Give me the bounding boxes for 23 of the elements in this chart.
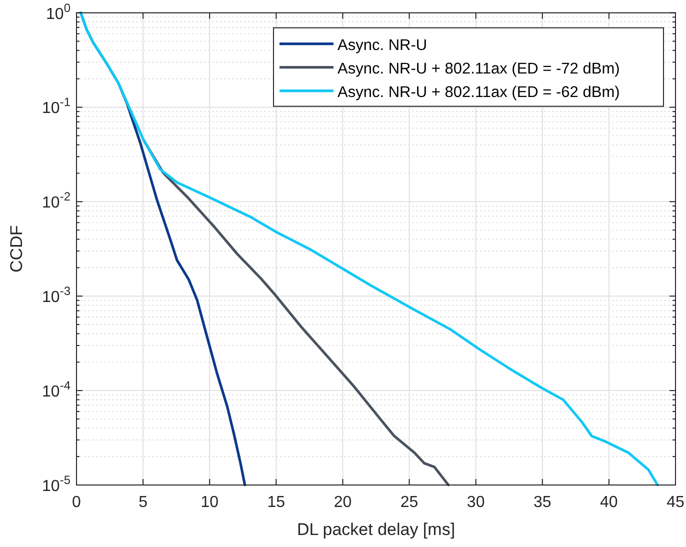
legend-label: Async. NR-U bbox=[338, 36, 428, 54]
x-tick-label: 35 bbox=[533, 494, 552, 511]
x-tick-label: 30 bbox=[466, 494, 485, 511]
y-tick-label: 10$^{-3}$ bbox=[42, 284, 71, 306]
x-axis-title: DL packet delay [ms] bbox=[296, 520, 456, 539]
x-tick-label: 45 bbox=[666, 494, 684, 511]
line-series bbox=[79, 12, 659, 486]
y-axis-title: CCDF bbox=[7, 225, 26, 273]
y-tick-label: 10$^{-2}$ bbox=[42, 190, 71, 212]
x-tick-label: 15 bbox=[267, 494, 286, 511]
y-tick-label: 10$^{0}$ bbox=[46, 0, 71, 23]
y-tick-label: 10$^{-4}$ bbox=[42, 378, 71, 401]
y-tick-label: 10$^{-1}$ bbox=[42, 95, 71, 118]
x-tick-label: 5 bbox=[138, 494, 148, 511]
line-series bbox=[142, 138, 450, 486]
x-tick-label: 25 bbox=[400, 494, 418, 511]
y-tick-label: 10$^{-5}$ bbox=[42, 473, 71, 495]
legend-label: Async. NR-U + 802.11ax (ED = -72 dBm) bbox=[338, 60, 620, 78]
x-tick-label: 20 bbox=[334, 494, 352, 511]
x-tick-label: 10 bbox=[200, 494, 219, 511]
x-tick-label: 40 bbox=[600, 494, 618, 511]
legend-label: Async. NR-U + 802.11ax (ED = -62 dBm) bbox=[338, 84, 620, 101]
x-tick-label: 0 bbox=[72, 494, 82, 511]
